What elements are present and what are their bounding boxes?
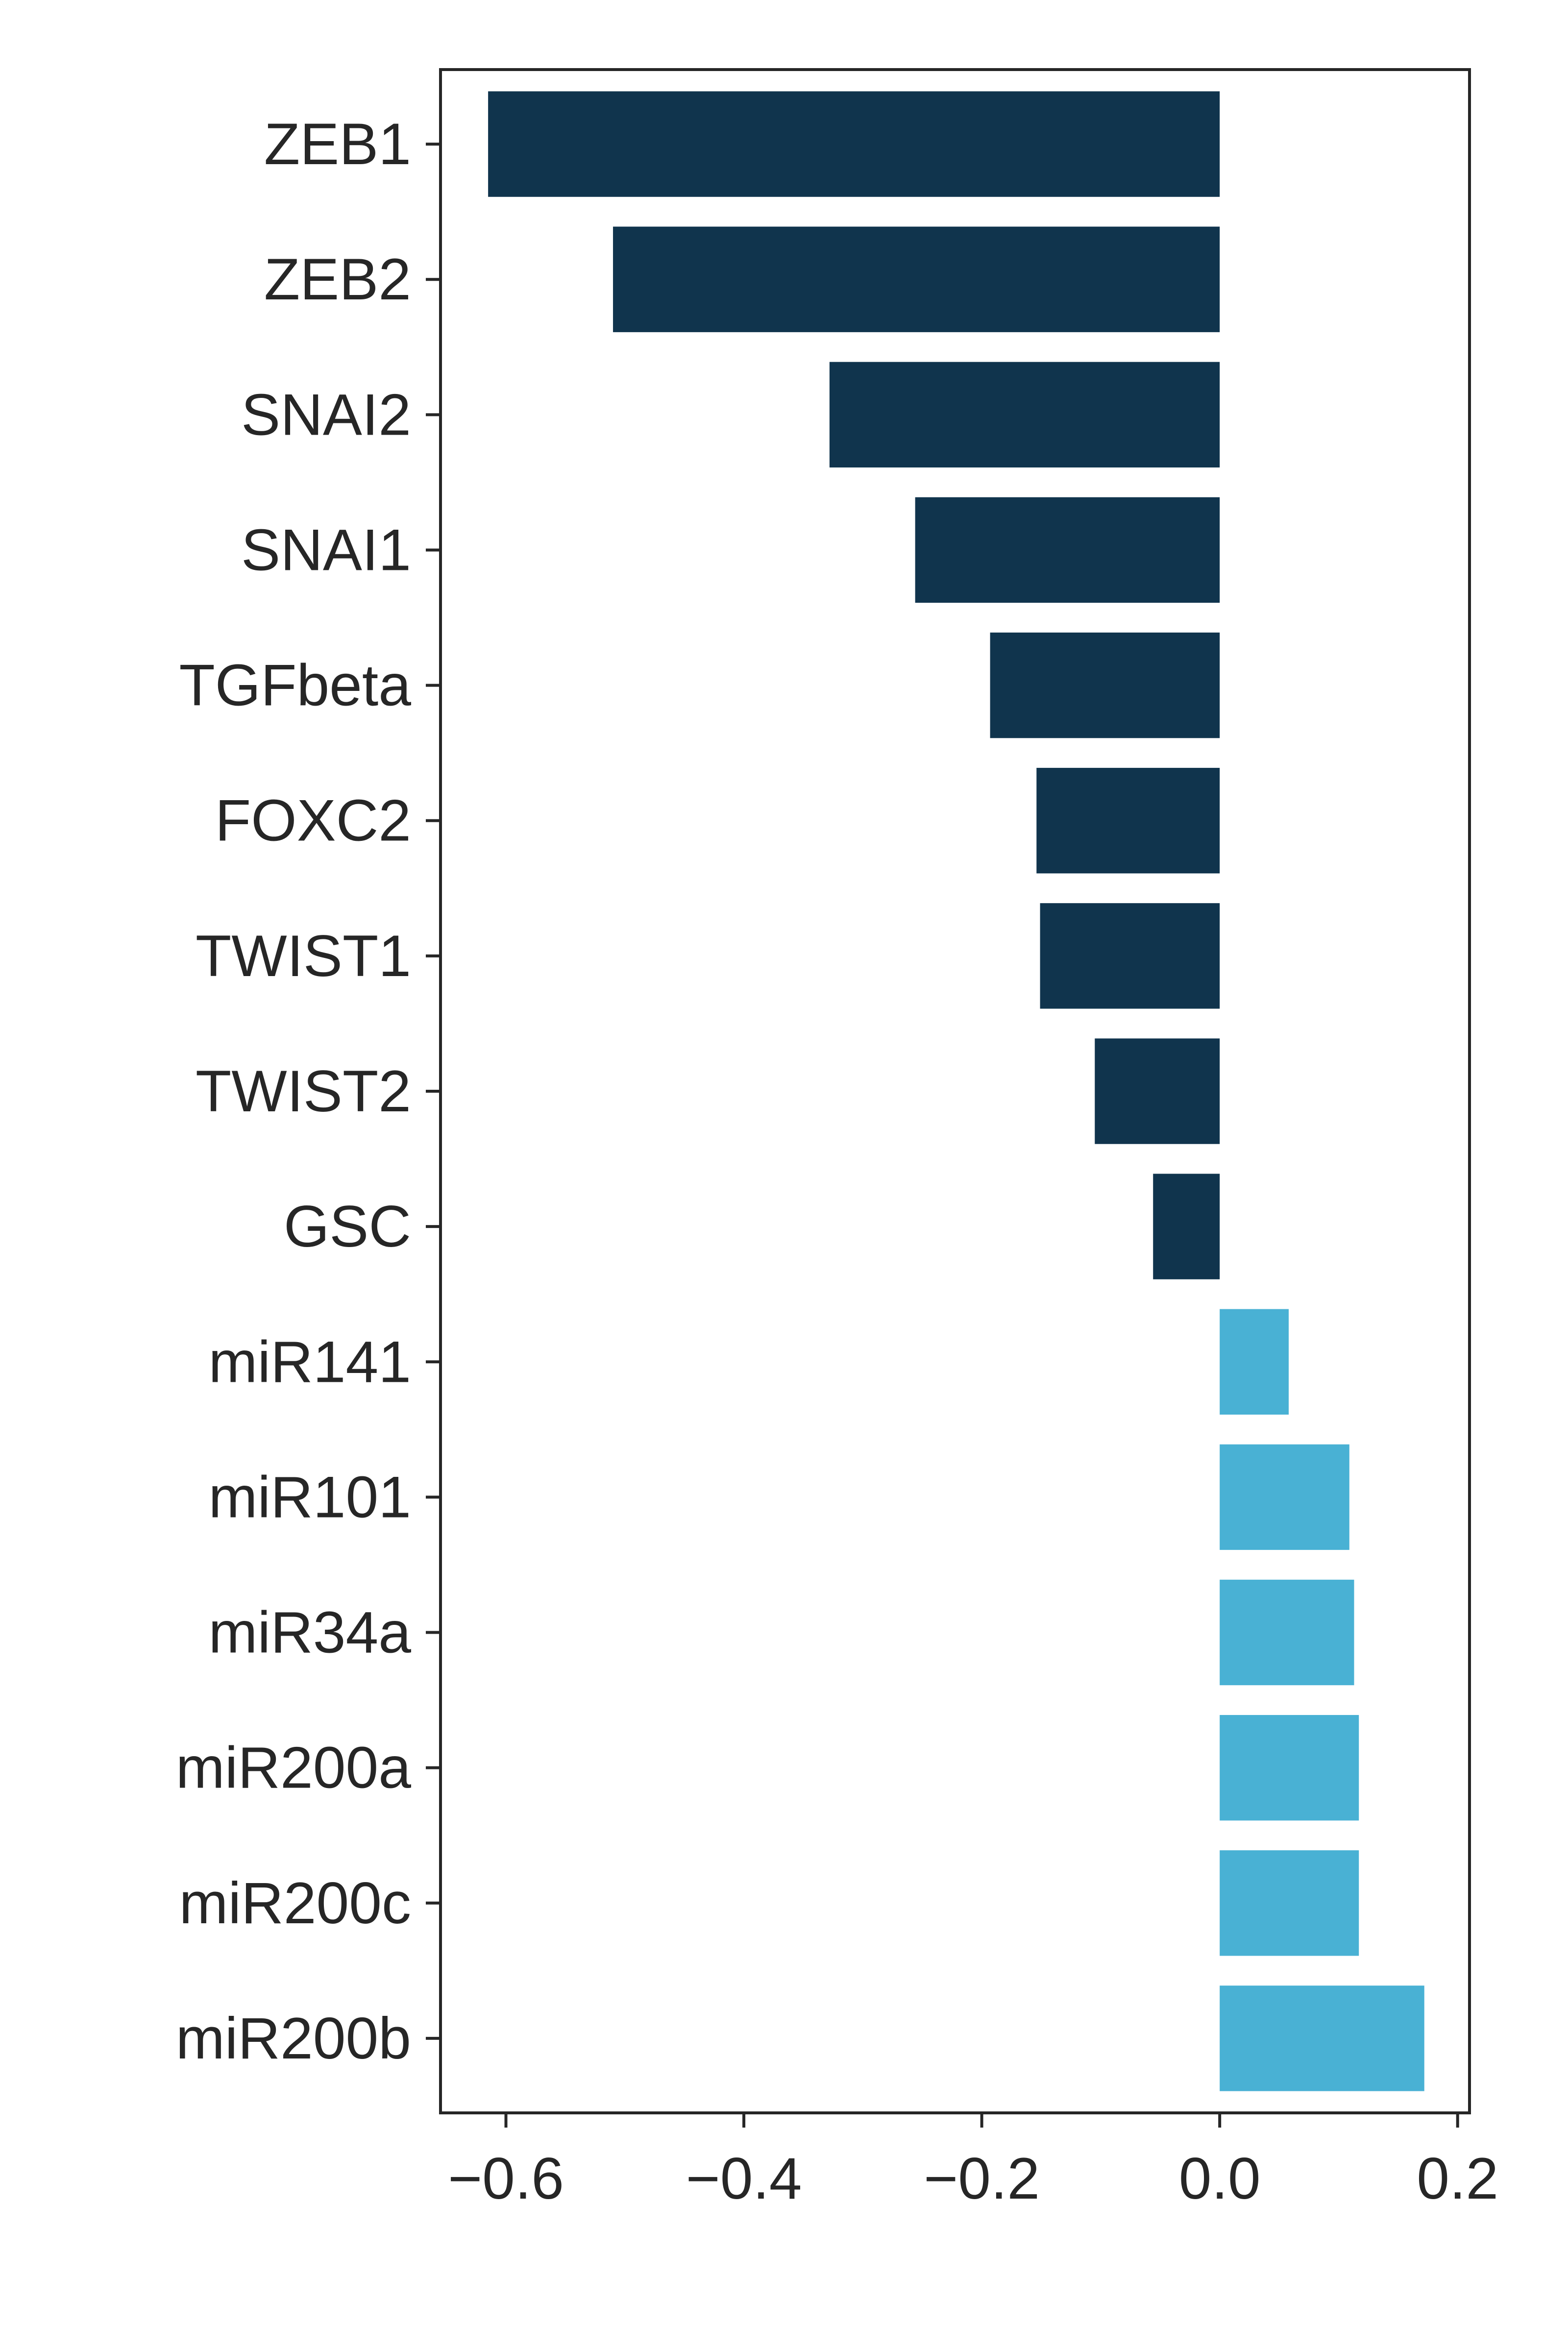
bar [1040,903,1220,1009]
y-tick-label: FOXC2 [215,788,411,854]
x-tick-label: 0.0 [1179,2146,1261,2211]
bars-group [488,91,1424,2091]
y-tick-label: ZEB2 [264,246,411,312]
bar [1220,1309,1289,1415]
y-tick-label: SNAI2 [241,382,411,447]
x-axis: −0.6 −0.4 −0.2 0.0 0.2 [448,2113,1498,2211]
bar [1036,768,1220,874]
bar [1153,1174,1220,1279]
y-tick-label: SNAI1 [241,517,411,583]
bar [488,91,1220,197]
y-tick-label: miR200c [179,1870,412,1936]
y-tick-label: TWIST1 [196,923,411,989]
bar [915,497,1220,603]
y-tick-label: miR200a [176,1735,411,1801]
bar [1220,1579,1354,1686]
y-tick-label: ZEB1 [264,111,411,177]
bar [613,226,1220,332]
y-tick-label: miR101 [209,1464,412,1530]
y-tick-label: miR200b [176,2006,411,2071]
y-tick-label: GSC [284,1194,411,1259]
x-tick-label: −0.6 [448,2146,564,2211]
bar [829,362,1220,468]
bar [1220,1985,1424,2091]
bar [1095,1038,1220,1144]
x-tick-label: −0.2 [924,2146,1040,2211]
y-tick-label: miR34a [209,1600,412,1666]
bar [990,632,1220,738]
y-tick-label: miR141 [209,1329,412,1395]
y-axis: ZEB1 ZEB2 SNAI2 SNAI1 TGFbeta FOXC2 TWIST1 TWIS… [176,111,441,2071]
x-tick-label: 0.2 [1417,2146,1498,2211]
bar [1220,1444,1349,1550]
y-tick-label: TWIST2 [196,1058,411,1124]
x-tick-label: −0.4 [686,2146,802,2211]
bar [1220,1850,1359,1956]
bar [1220,1715,1359,1821]
y-tick-label: TGFbeta [179,653,412,718]
